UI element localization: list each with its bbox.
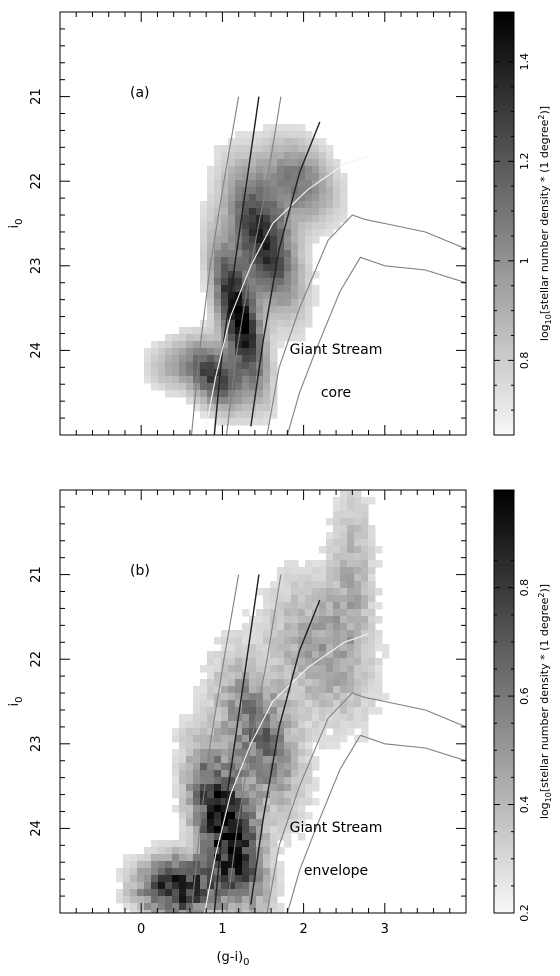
panel-label: (a)	[130, 85, 150, 101]
colorbar-label: log10[stellar number density * (1 degree…	[537, 584, 553, 819]
plot-frame	[59, 489, 467, 914]
colorbar-tick-label: 1.4	[518, 53, 531, 71]
y-tick-label: 22	[29, 651, 44, 668]
annotation-subtitle: core	[321, 385, 351, 401]
x-axis-label: (g-i)0	[216, 950, 249, 968]
y-tick-label: 23	[29, 258, 44, 275]
isochrone-line-5	[266, 692, 466, 913]
x-tick-label: 1	[218, 922, 226, 937]
colorbar-gradient	[493, 11, 515, 436]
isochrone-line-0	[213, 574, 260, 913]
y-axis-label: i0	[7, 219, 25, 229]
density-map	[144, 124, 348, 426]
isochrone-line-0	[213, 96, 260, 435]
y-axis-label: i0	[7, 697, 25, 707]
density-map	[116, 490, 390, 913]
annotation-title: Giant Stream	[290, 820, 383, 836]
isochrone-line-6	[286, 734, 466, 913]
y-tick-label: 23	[29, 736, 44, 753]
panel-a: 21 22 23 24 i0 (a) Giant Stream core 0.8 1 1.2 1.4 l…	[7, 11, 553, 436]
colorbar: 0.2 0.4 0.6 0.8 log10[stellar number density…	[493, 489, 553, 922]
x-tick-label: 2	[299, 922, 307, 937]
colorbar-tick-label: 0.8	[518, 352, 531, 370]
isochrone-line-3	[203, 155, 369, 435]
colorbar-tick-label: 0.2	[518, 904, 531, 922]
isochrone-line-4	[250, 599, 321, 905]
annotation-subtitle: envelope	[304, 863, 368, 879]
colorbar-tick-label: 1.2	[518, 153, 531, 171]
isochrone-line-3	[203, 633, 369, 913]
colorbar: 0.8 1 1.2 1.4 log10[stellar number density *…	[493, 11, 553, 436]
isochrone-line-1	[190, 574, 240, 913]
y-tick-label: 22	[29, 173, 44, 190]
y-tick-label: 24	[29, 342, 44, 359]
y-tick-label: 21	[29, 88, 44, 105]
x-tick-label: 0	[137, 922, 145, 937]
colorbar-tick-label: 0.6	[518, 687, 531, 705]
isochrone-line-4	[250, 121, 321, 427]
panel-label: (b)	[130, 563, 150, 579]
y-tick-label: 21	[29, 566, 44, 583]
isochrone-line-1	[190, 96, 240, 435]
plot-frame	[59, 11, 467, 436]
isochrone-line-6	[286, 256, 466, 435]
colorbar-tick-label: 1	[518, 257, 531, 264]
x-tick-label: 3	[381, 922, 389, 937]
colorbar-gradient	[493, 489, 515, 914]
isochrone-line-5	[266, 214, 466, 435]
colorbar-tick-label: 0.8	[518, 579, 531, 597]
colorbar-label: log10[stellar number density * (1 degree…	[537, 106, 553, 341]
annotation-title: Giant Stream	[290, 342, 383, 358]
y-tick-label: 24	[29, 820, 44, 837]
colorbar-tick-label: 0.4	[518, 796, 531, 814]
